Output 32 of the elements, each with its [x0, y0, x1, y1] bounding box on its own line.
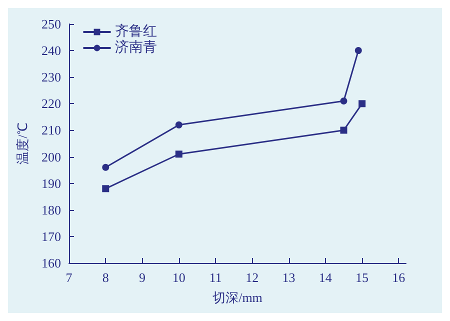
x-tick-label: 10 [172, 270, 186, 285]
point [340, 98, 348, 105]
x-tick-label: 9 [139, 270, 146, 285]
y-tick-label: 160 [42, 256, 61, 270]
point [354, 47, 362, 54]
x-tick-label: 12 [246, 270, 259, 285]
point [358, 100, 366, 108]
y-tick-label: 180 [42, 202, 61, 218]
x-tick-label: 7 [66, 270, 73, 285]
point [175, 150, 182, 158]
x-tick-label: 13 [282, 270, 296, 285]
legend-label: 齐鲁红 [115, 24, 157, 40]
x-tick-label: 14 [318, 270, 332, 285]
x-tick-label: 16 [392, 270, 406, 285]
legend-label: 济南青 [115, 40, 157, 56]
y-tick-label: 200 [42, 149, 61, 164]
y-tick-label: 190 [42, 176, 61, 191]
point [340, 126, 348, 134]
x-tick-label: 8 [102, 270, 109, 285]
y-tick-label: 250 [42, 16, 61, 32]
point [102, 185, 110, 192]
x-tick-label: 15 [356, 270, 369, 285]
x-tick-label: 11 [209, 270, 222, 285]
y-tick-label: 240 [42, 43, 61, 58]
x-axis-title: 切深/mm [212, 290, 262, 305]
y-tick-label: 170 [42, 228, 61, 244]
point [102, 164, 110, 171]
point [175, 121, 182, 128]
y-tick-label: 220 [42, 96, 61, 112]
y-tick-label: 230 [42, 70, 61, 85]
y-axis-title: 温度/℃ [15, 122, 30, 164]
y-tick-label: 210 [42, 122, 61, 138]
